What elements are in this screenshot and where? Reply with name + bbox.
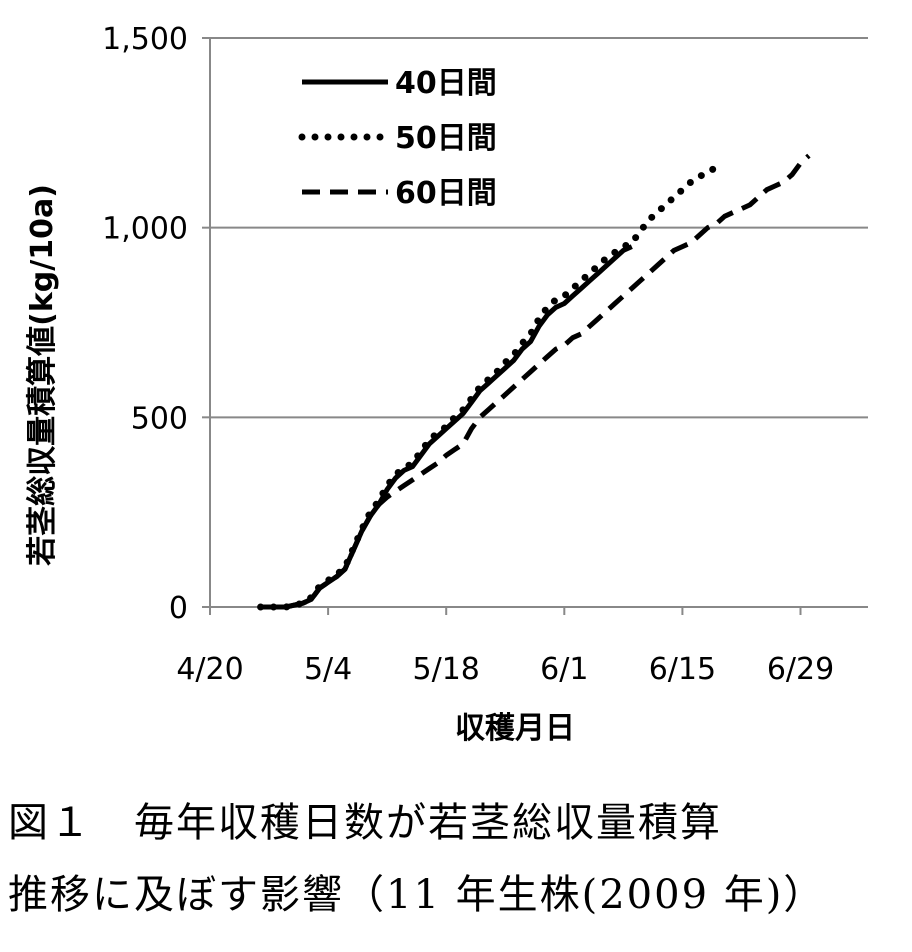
x-tick-labels: 4/20 5/4 5/18 6/1 6/15 6/29: [176, 607, 834, 687]
series-lines: [257, 153, 811, 611]
y-tick-label-2: 1,000: [102, 212, 188, 247]
y-tick-label-3: 1,500: [102, 22, 188, 57]
axes: [209, 38, 868, 608]
gridlines: [210, 37, 868, 419]
legend-label-dashed: 60日間: [395, 176, 497, 211]
x-tick-label-3: 6/1: [540, 652, 588, 687]
y-tick-label-1: 500: [131, 401, 188, 436]
y-tick-label-0: 0: [169, 591, 188, 626]
figure-caption-line-1: 図１ 毎年収穫日数が若茎総収量積算: [8, 800, 722, 846]
legend-label-solid: 40日間: [395, 66, 497, 101]
y-axis-title: 若茎総収量積算値(kg/10a): [25, 184, 60, 566]
legend-label-dotted: 50日間: [395, 121, 497, 156]
figure-caption-line-2: 推移に及ぼす影響（11 年生株(2009 年)）: [8, 872, 826, 918]
x-tick-label-1: 5/4: [304, 652, 352, 687]
x-tick-label-5: 6/29: [767, 652, 834, 687]
legend: 40日間 50日間 60日間: [298, 66, 497, 211]
x-tick-label-2: 5/18: [413, 652, 480, 687]
x-tick-label-4: 6/15: [649, 652, 716, 687]
x-tick-label-0: 4/20: [176, 652, 243, 687]
x-axis-title: 収穫月日: [455, 711, 575, 746]
y-tick-labels: 0 500 1,000 1,500: [102, 22, 210, 626]
series-line-dotted: [257, 163, 720, 611]
series-line-dashed: [260, 153, 811, 610]
